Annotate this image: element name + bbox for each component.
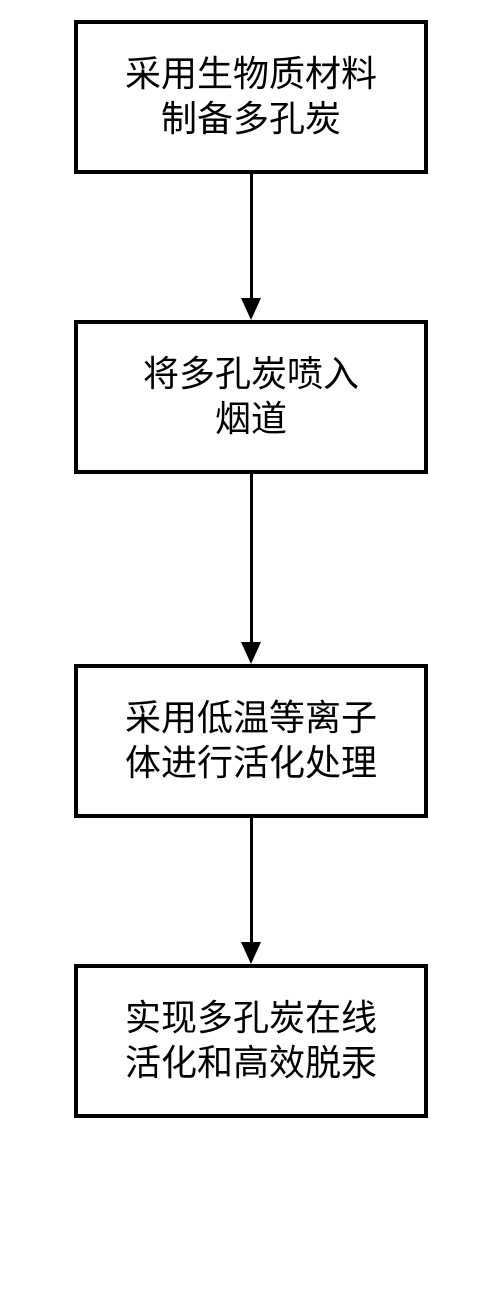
step-text: 将多孔炭喷入 烟道 (143, 352, 359, 442)
step-text: 实现多孔炭在线 活化和高效脱汞 (125, 996, 377, 1086)
step-line-1: 采用生物质材料 (125, 54, 377, 94)
arrow-1 (241, 174, 261, 320)
arrow-head-icon (241, 642, 261, 664)
flowchart-container: 采用生物质材料 制备多孔炭 将多孔炭喷入 烟道 采用低温等离子 体进行活化处理 … (74, 20, 428, 1118)
arrow-2 (241, 474, 261, 664)
step-line-2: 体进行活化处理 (125, 743, 377, 783)
arrow-line (250, 818, 253, 942)
arrow-3 (241, 818, 261, 964)
arrow-head-icon (241, 942, 261, 964)
arrow-head-icon (241, 298, 261, 320)
step-text: 采用生物质材料 制备多孔炭 (125, 52, 377, 142)
step-line-2: 活化和高效脱汞 (125, 1043, 377, 1083)
flowchart-step-3: 采用低温等离子 体进行活化处理 (74, 664, 428, 818)
step-line-1: 将多孔炭喷入 (143, 354, 359, 394)
arrow-line (250, 474, 253, 642)
step-text: 采用低温等离子 体进行活化处理 (125, 696, 377, 786)
step-line-1: 采用低温等离子 (125, 698, 377, 738)
flowchart-step-2: 将多孔炭喷入 烟道 (74, 320, 428, 474)
step-line-1: 实现多孔炭在线 (125, 998, 377, 1038)
arrow-line (250, 174, 253, 298)
flowchart-step-4: 实现多孔炭在线 活化和高效脱汞 (74, 964, 428, 1118)
step-line-2: 制备多孔炭 (161, 99, 341, 139)
step-line-2: 烟道 (215, 399, 287, 439)
flowchart-step-1: 采用生物质材料 制备多孔炭 (74, 20, 428, 174)
